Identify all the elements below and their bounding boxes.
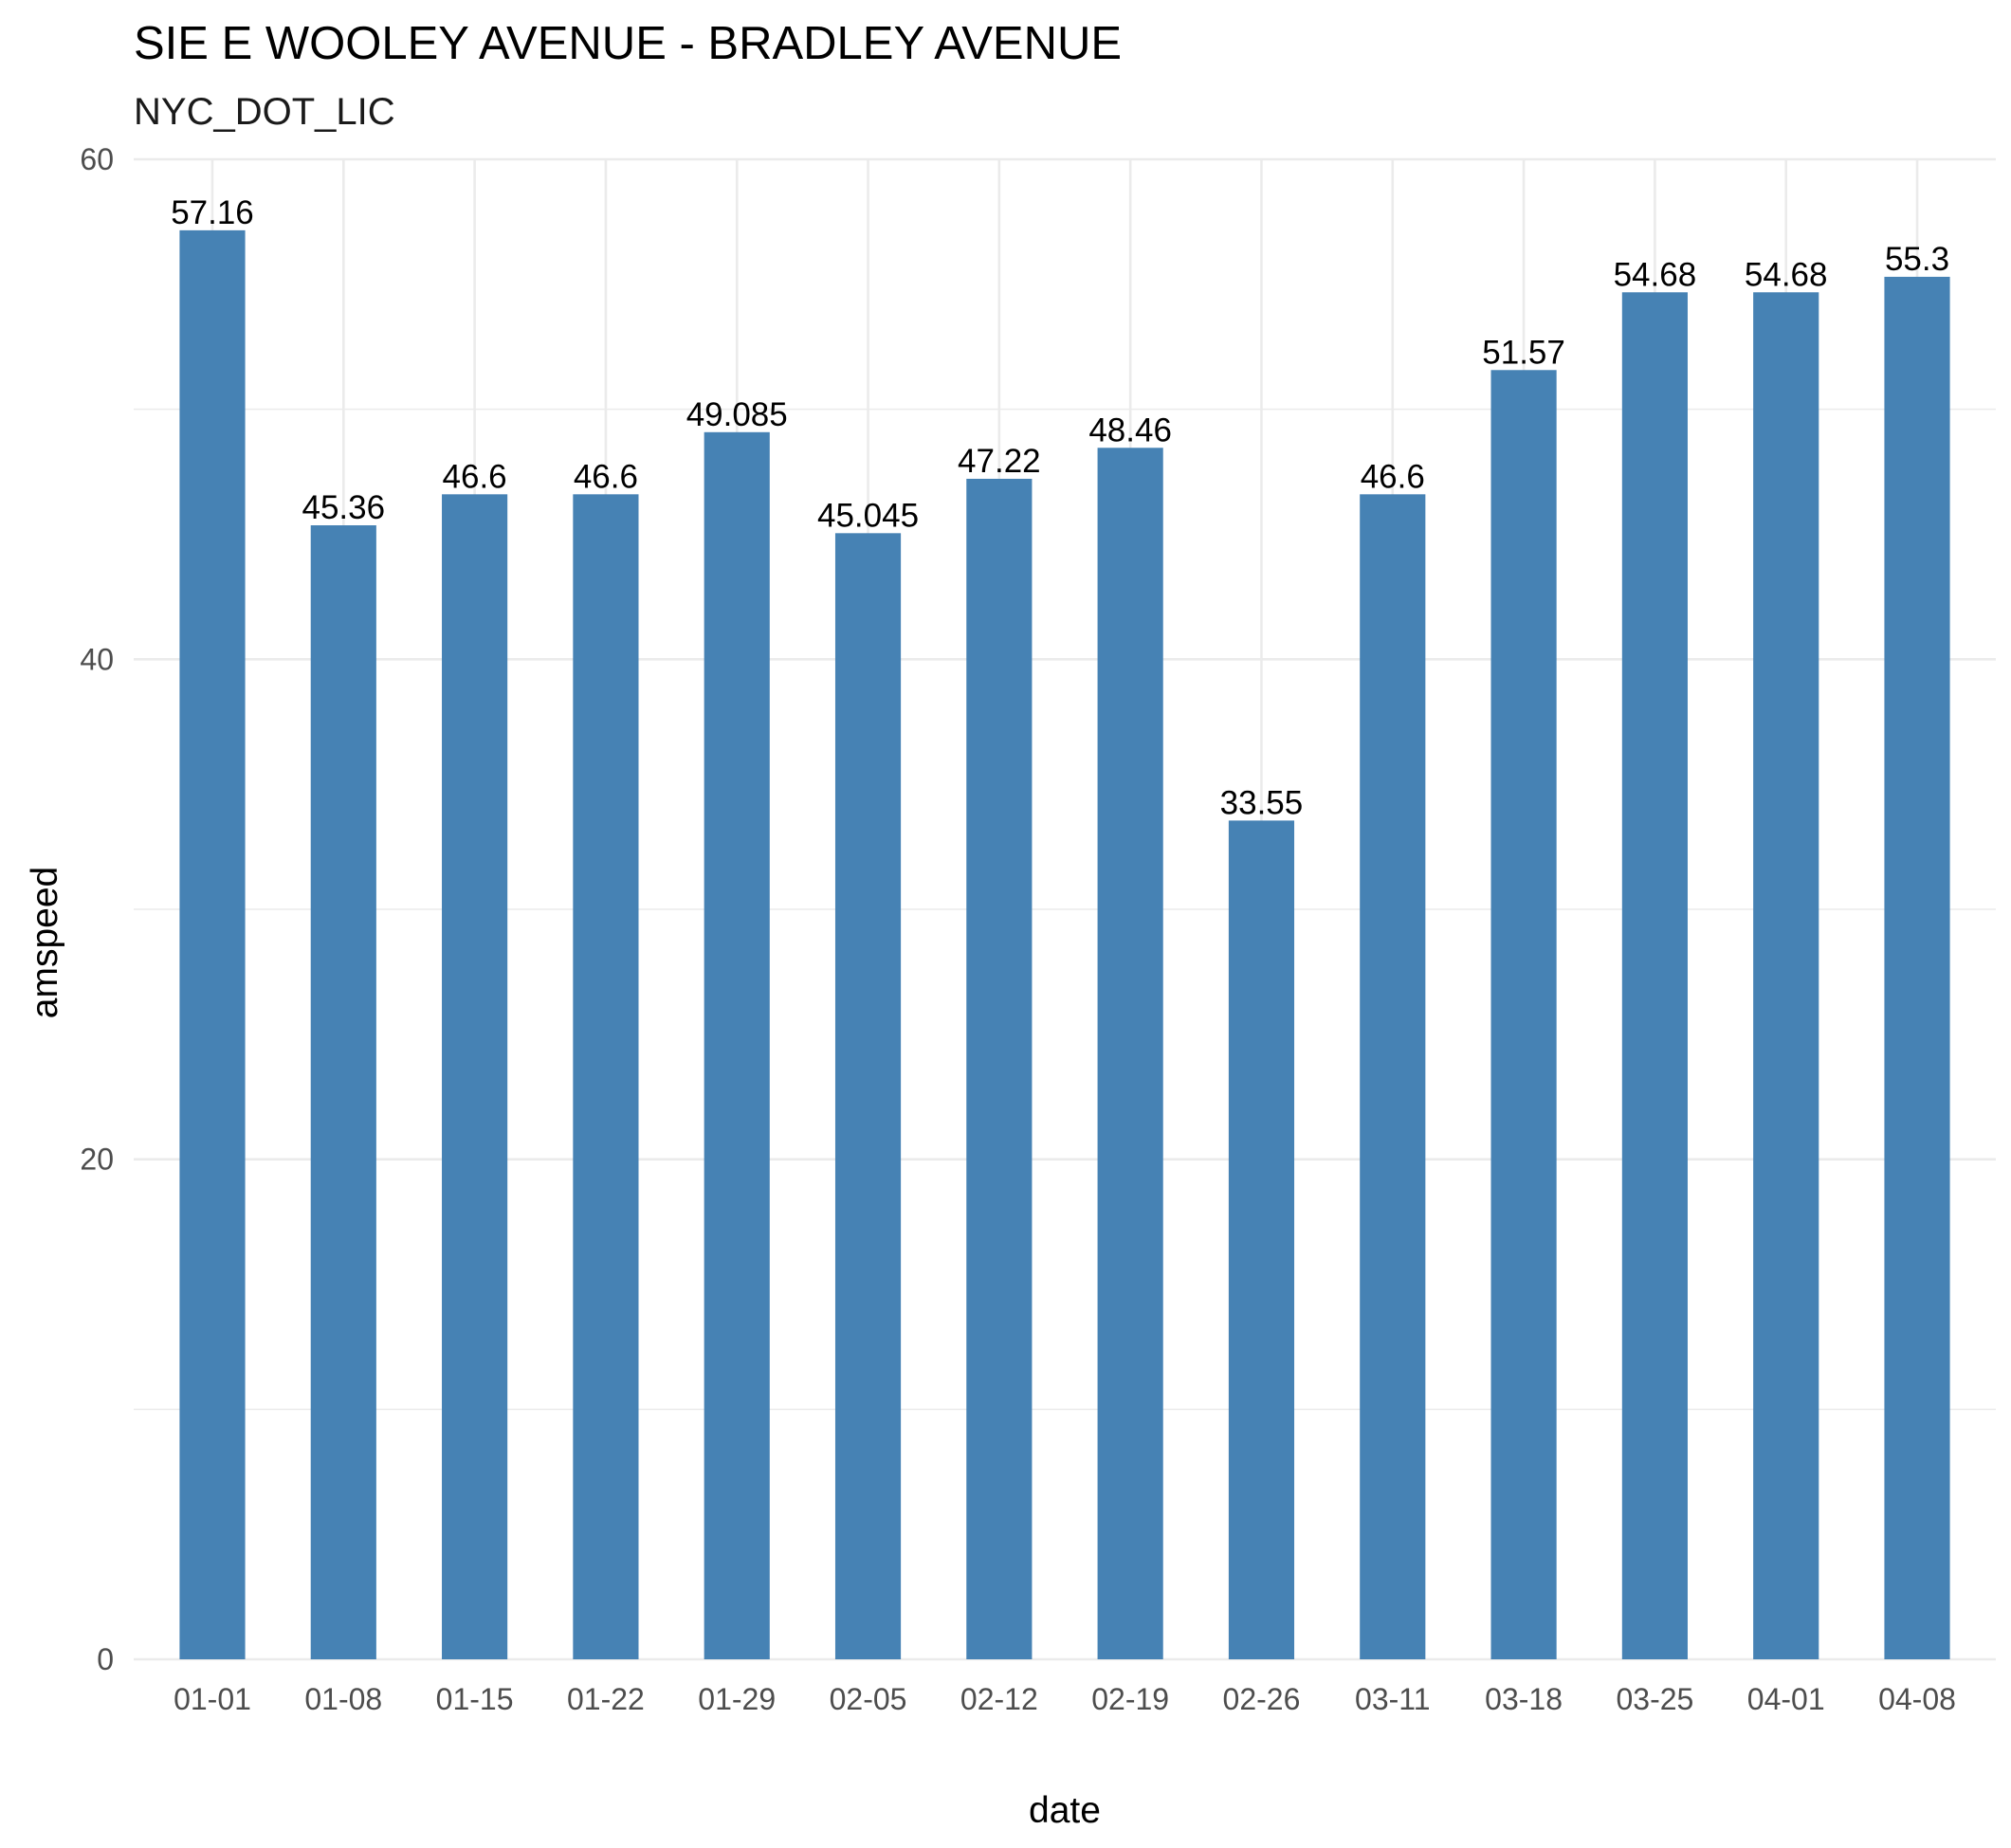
x-tick-label: 01-08 bbox=[304, 1682, 382, 1716]
bar bbox=[1360, 494, 1426, 1659]
y-tick-label: 20 bbox=[80, 1143, 114, 1177]
x-tick-label: 02-12 bbox=[960, 1682, 1038, 1716]
y-axis-ticks: 0 20 40 60 bbox=[80, 142, 114, 1676]
x-tick-label: 04-08 bbox=[1878, 1682, 1956, 1716]
data-label: 51.57 bbox=[1482, 334, 1565, 371]
bars bbox=[179, 229, 1950, 1660]
bar bbox=[1228, 820, 1295, 1659]
bar bbox=[704, 431, 770, 1659]
data-label: 47.22 bbox=[958, 443, 1041, 480]
data-label: 57.16 bbox=[171, 194, 254, 231]
gridlines bbox=[134, 157, 1996, 1661]
x-axis-ticks: 01-01 01-08 01-15 01-22 01-29 02-05 02-12 02-19… bbox=[174, 1682, 1956, 1716]
chart-subtitle: NYC_DOT_LIC bbox=[134, 91, 395, 133]
data-label: 48.46 bbox=[1088, 412, 1172, 448]
bar bbox=[1621, 292, 1688, 1660]
data-label: 55.3 bbox=[1885, 241, 1949, 278]
data-label: 33.55 bbox=[1220, 784, 1304, 821]
x-tick-label: 04-01 bbox=[1747, 1682, 1825, 1716]
bar bbox=[442, 494, 508, 1659]
x-axis-title: date bbox=[1029, 1790, 1101, 1831]
data-label: 49.085 bbox=[686, 396, 788, 433]
x-tick-label: 03-11 bbox=[1355, 1682, 1430, 1716]
data-label: 46.6 bbox=[574, 458, 638, 495]
x-tick-label: 01-15 bbox=[436, 1682, 514, 1716]
bar bbox=[834, 533, 902, 1659]
x-tick-label: 01-01 bbox=[174, 1682, 251, 1716]
data-label: 46.6 bbox=[1361, 458, 1425, 495]
bar bbox=[966, 478, 1033, 1659]
x-tick-label: 03-18 bbox=[1485, 1682, 1563, 1716]
data-label: 54.68 bbox=[1614, 256, 1697, 293]
bar bbox=[179, 229, 246, 1659]
data-label: 54.68 bbox=[1745, 256, 1828, 293]
y-tick-label: 60 bbox=[80, 142, 114, 176]
x-tick-label: 02-19 bbox=[1091, 1682, 1169, 1716]
bar bbox=[1490, 370, 1557, 1659]
bar bbox=[573, 494, 639, 1659]
bar bbox=[1753, 292, 1819, 1660]
data-label: 46.6 bbox=[443, 458, 507, 495]
x-tick-label: 02-05 bbox=[830, 1682, 907, 1716]
x-tick-label: 03-25 bbox=[1616, 1682, 1693, 1716]
y-tick-label: 40 bbox=[80, 642, 114, 676]
y-axis-title: amspeed bbox=[25, 867, 65, 1018]
data-label: 45.045 bbox=[817, 497, 919, 534]
bar bbox=[1097, 448, 1163, 1659]
data-label: 45.36 bbox=[302, 489, 385, 526]
x-tick-label: 01-22 bbox=[567, 1682, 645, 1716]
chart-title: SIE E WOOLEY AVENUE - BRADLEY AVENUE bbox=[134, 18, 1122, 69]
bar bbox=[1884, 276, 1950, 1659]
x-tick-label: 02-26 bbox=[1223, 1682, 1301, 1716]
x-tick-label: 01-29 bbox=[698, 1682, 776, 1716]
y-tick-label: 0 bbox=[97, 1642, 114, 1676]
data-labels: 57.16 45.36 46.6 46.6 49.085 45.045 47.22 48.46… bbox=[171, 194, 1949, 822]
bar bbox=[310, 525, 376, 1659]
